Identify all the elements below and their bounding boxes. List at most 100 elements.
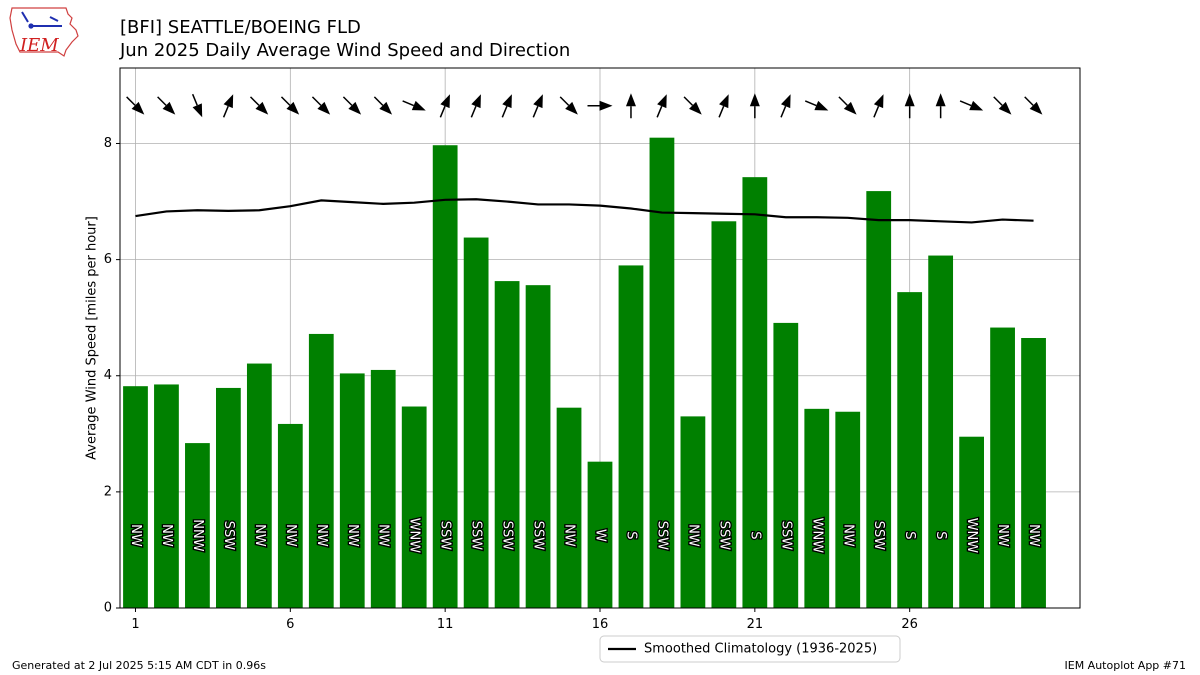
direction-label-day-10: WNW bbox=[407, 518, 422, 554]
y-tick-label: 8 bbox=[104, 136, 112, 151]
direction-label-day-5: NW bbox=[252, 524, 267, 547]
direction-label-day-17: S bbox=[623, 531, 638, 539]
wind-arrow-shaft bbox=[501, 105, 508, 118]
wind-arrow-head bbox=[502, 94, 512, 109]
bar-day-27 bbox=[928, 255, 954, 608]
wind-arrow-day-30 bbox=[1024, 96, 1043, 115]
direction-label-day-27: S bbox=[933, 531, 948, 539]
wind-arrow-shaft bbox=[470, 105, 477, 118]
wind-arrow-head bbox=[1029, 101, 1043, 115]
direction-label-day-7: NW bbox=[314, 524, 329, 547]
wind-arrow-head bbox=[749, 93, 760, 107]
wind-arrow-day-14 bbox=[532, 94, 543, 118]
y-tick-label: 2 bbox=[104, 484, 112, 499]
x-tick-label: 16 bbox=[592, 617, 609, 632]
wind-arrow-head bbox=[657, 94, 667, 109]
direction-label-day-2: NW bbox=[159, 524, 174, 547]
bar-day-14 bbox=[525, 285, 551, 608]
wind-arrow-head bbox=[131, 101, 145, 115]
direction-label-day-14: SSW bbox=[531, 521, 546, 551]
bar-day-17 bbox=[618, 265, 644, 608]
wind-arrow-day-27 bbox=[935, 93, 946, 119]
bar-day-5 bbox=[246, 363, 272, 608]
direction-label-day-13: SSW bbox=[500, 521, 515, 551]
wind-arrow-head bbox=[255, 101, 269, 115]
wind-arrow-head bbox=[192, 103, 203, 118]
wind-arrow-day-10 bbox=[402, 100, 426, 111]
x-tick-label: 26 bbox=[901, 617, 918, 632]
wind-arrow-day-25 bbox=[873, 94, 884, 118]
app-footer: IEM Autoplot App #71 bbox=[1064, 659, 1187, 672]
wind-arrow-day-5 bbox=[249, 96, 269, 115]
bar-day-7 bbox=[308, 333, 334, 608]
direction-label-day-15: NW bbox=[562, 524, 577, 547]
wind-arrow-shaft bbox=[191, 93, 198, 106]
wind-arrow-shaft bbox=[804, 100, 817, 107]
bar-day-20 bbox=[711, 221, 737, 608]
wind-arrow-day-13 bbox=[501, 94, 512, 118]
wind-direction-arrows bbox=[126, 93, 1043, 119]
direction-label-day-29: NW bbox=[995, 524, 1010, 547]
bars bbox=[123, 137, 1046, 608]
y-tick-label: 0 bbox=[104, 601, 112, 616]
wind-arrow-shaft bbox=[402, 100, 415, 107]
direction-label-day-18: SSW bbox=[654, 521, 669, 551]
wind-arrow-day-19 bbox=[683, 96, 702, 115]
wind-arrow-head bbox=[998, 101, 1012, 115]
wind-arrow-day-22 bbox=[780, 94, 791, 118]
wind-arrow-head bbox=[565, 101, 578, 115]
direction-label-day-3: NNW bbox=[190, 519, 205, 551]
wind-arrow-day-3 bbox=[191, 93, 203, 118]
wind-arrow-head bbox=[689, 101, 702, 115]
y-tick-label: 4 bbox=[104, 368, 112, 383]
logo-text: IEM bbox=[19, 35, 59, 56]
direction-label-day-23: WNW bbox=[809, 518, 824, 554]
direction-label-day-12: SSW bbox=[469, 521, 484, 551]
direction-label-day-20: SSW bbox=[716, 521, 731, 551]
wind-arrow-head bbox=[873, 94, 884, 109]
wind-arrow-day-23 bbox=[804, 100, 829, 111]
bar-day-23 bbox=[804, 408, 830, 608]
wind-arrow-head bbox=[379, 101, 393, 115]
direction-label-day-28: WNW bbox=[964, 518, 979, 554]
wind-arrow-shaft bbox=[222, 105, 229, 118]
wind-arrow-head bbox=[969, 100, 984, 111]
bar-day-19 bbox=[680, 416, 706, 608]
direction-label-day-30: NW bbox=[1026, 524, 1041, 547]
bar-day-24 bbox=[835, 411, 861, 608]
wind-arrow-head bbox=[440, 94, 450, 109]
wind-arrow-shaft bbox=[311, 96, 322, 106]
wind-arrow-shaft bbox=[683, 96, 694, 106]
direction-label-day-4: SSW bbox=[221, 521, 236, 551]
wind-arrow-day-2 bbox=[157, 96, 176, 115]
wind-arrow-head bbox=[599, 100, 613, 111]
direction-label-day-11: SSW bbox=[438, 521, 453, 551]
wind-arrow-day-1 bbox=[126, 96, 145, 115]
wind-arrow-head bbox=[843, 101, 857, 115]
wind-arrow-day-21 bbox=[749, 93, 760, 119]
direction-label-day-21: S bbox=[747, 531, 762, 539]
bar-day-11 bbox=[432, 145, 458, 608]
x-tick-label: 6 bbox=[286, 617, 294, 632]
wind-arrow-day-7 bbox=[311, 96, 331, 115]
chart-subtitle: Jun 2025 Daily Average Wind Speed and Di… bbox=[120, 40, 571, 61]
bar-day-15 bbox=[556, 407, 582, 608]
bar-day-21 bbox=[742, 177, 768, 608]
y-axis-label: Average Wind Speed [miles per hour] bbox=[85, 216, 100, 460]
direction-label-day-8: NW bbox=[345, 524, 360, 547]
direction-label-day-16: W bbox=[593, 529, 608, 542]
bar-day-25 bbox=[866, 191, 892, 608]
wind-arrow-shaft bbox=[838, 96, 848, 106]
wind-arrow-day-15 bbox=[559, 96, 578, 115]
bar-day-2 bbox=[154, 384, 179, 608]
bar-day-8 bbox=[339, 373, 365, 608]
bar-day-13 bbox=[494, 281, 520, 608]
wind-arrow-head bbox=[533, 94, 543, 109]
wind-arrow-head bbox=[904, 93, 915, 107]
bar-day-4 bbox=[216, 387, 241, 608]
chart-title: [BFI] SEATTLE/BOEING FLD bbox=[120, 17, 361, 38]
wind-arrow-shaft bbox=[157, 96, 167, 106]
wind-arrow-head bbox=[814, 100, 829, 111]
wind-arrow-head bbox=[286, 101, 300, 115]
